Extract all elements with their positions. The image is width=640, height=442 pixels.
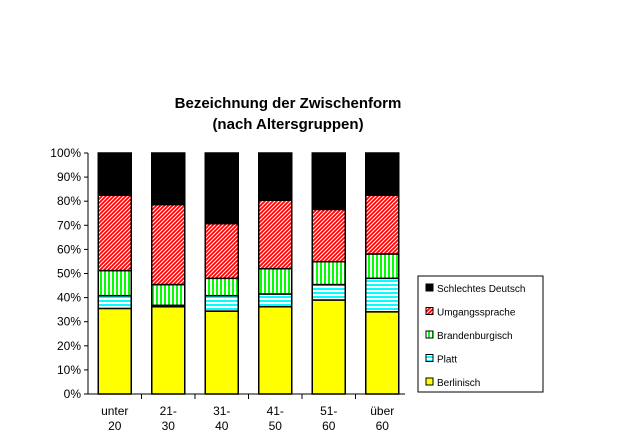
- y-tick-label: 60%: [57, 242, 81, 256]
- bar-segment-schlechtes-deutsch: [97, 152, 132, 196]
- bar-segment-brandenburgisch: [365, 253, 400, 280]
- bar-segment-platt: [365, 277, 400, 313]
- legend-swatch: [425, 283, 434, 292]
- y-tick-label: 70%: [57, 218, 81, 232]
- y-tick-label: 100%: [50, 146, 81, 160]
- bar-segment-brandenburgisch: [311, 260, 346, 286]
- bar-segment-umgangssprache: [97, 194, 132, 272]
- chart-title-line2: (nach Altersgruppen): [212, 116, 363, 133]
- x-tick-label: 20: [108, 419, 122, 433]
- bar-segment-schlechtes-deutsch: [151, 152, 186, 206]
- x-tick-label: über: [370, 404, 394, 418]
- legend-swatch: [425, 377, 434, 386]
- legend-swatch: [425, 354, 434, 362]
- bar-segment-umgangssprache: [365, 194, 400, 255]
- x-tick-label: 40: [215, 419, 229, 433]
- x-tick-label: 41-: [267, 404, 284, 418]
- bar-segment-schlechtes-deutsch: [204, 152, 239, 225]
- bar-segment-platt: [258, 293, 293, 308]
- x-tick-label: 21-: [160, 404, 177, 418]
- legend-label: Schlechtes Deutsch: [437, 284, 525, 295]
- y-tick-label: 0%: [64, 387, 82, 401]
- bar-segment-umgangssprache: [311, 208, 346, 263]
- y-tick-label: 40%: [57, 291, 81, 305]
- bar-segment-platt: [311, 283, 346, 301]
- bar-segment-brandenburgisch: [151, 283, 186, 307]
- legend-label: Platt: [437, 355, 457, 366]
- y-tick-label: 90%: [57, 170, 81, 184]
- x-tick-label: 51-: [320, 404, 337, 418]
- y-tick-label: 10%: [57, 363, 81, 377]
- bar-segment-umgangssprache: [258, 199, 293, 270]
- y-tick-label: 80%: [57, 194, 81, 208]
- bar-segment-berlinisch: [151, 306, 186, 395]
- bar-segment-platt: [97, 294, 132, 310]
- bar-segment-berlinisch: [258, 306, 293, 395]
- bar-segment-umgangssprache: [151, 203, 186, 286]
- x-tick-label: 30: [162, 419, 176, 433]
- x-tick-label: 31-: [213, 404, 230, 418]
- bar-segment-brandenburgisch: [258, 267, 293, 295]
- bar-segment-schlechtes-deutsch: [311, 152, 346, 211]
- legend-label: Umgangssprache: [437, 308, 516, 319]
- chart-title-line1: Bezeichnung der Zwischenform: [175, 95, 402, 112]
- bar-segment-brandenburgisch: [97, 269, 132, 297]
- x-tick-label: 60: [322, 419, 336, 433]
- bar-segment-berlinisch: [204, 310, 239, 395]
- y-tick-label: 30%: [57, 315, 81, 329]
- x-tick-label: 50: [269, 419, 283, 433]
- bar-segment-schlechtes-deutsch: [365, 152, 400, 196]
- legend-swatch: [425, 307, 434, 315]
- legend-swatch: [425, 330, 434, 339]
- bar-segment-schlechtes-deutsch: [258, 152, 293, 201]
- y-tick-label: 50%: [57, 267, 81, 281]
- x-tick-label: unter: [101, 404, 128, 418]
- legend-label: Berlinisch: [437, 378, 480, 389]
- bar-segment-platt: [204, 294, 239, 312]
- bar-segment-brandenburgisch: [204, 277, 239, 297]
- legend: [417, 275, 544, 393]
- bar-segment-berlinisch: [97, 307, 132, 395]
- legend-label: Brandenburgisch: [437, 331, 513, 342]
- y-tick-label: 20%: [57, 339, 81, 353]
- x-tick-label: 60: [376, 419, 390, 433]
- bar-segment-berlinisch: [365, 311, 400, 395]
- bar-segment-berlinisch: [311, 299, 346, 395]
- bar-segment-umgangssprache: [204, 222, 239, 280]
